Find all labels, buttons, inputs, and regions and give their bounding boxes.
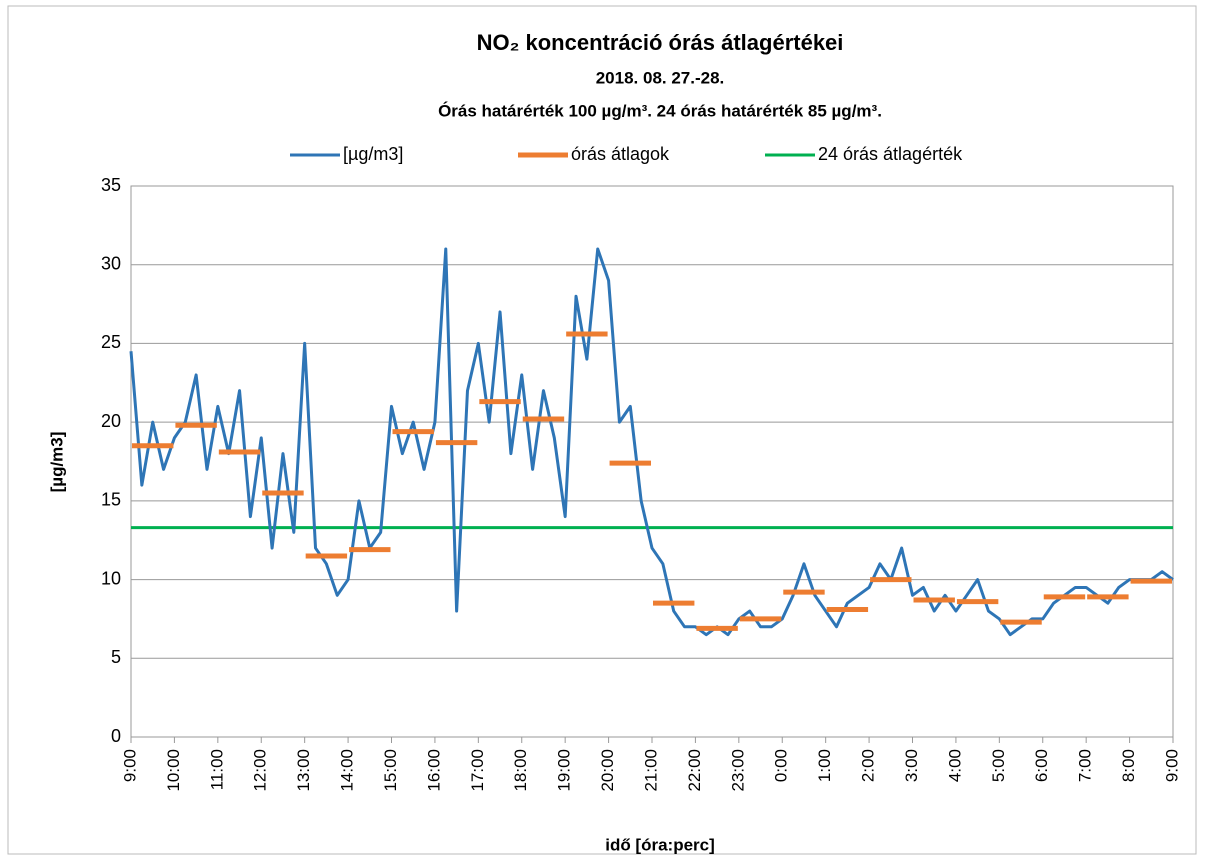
x-tick-label: 18:00 xyxy=(511,749,530,792)
x-tick-label: 8:00 xyxy=(1119,749,1138,782)
x-tick-label: 10:00 xyxy=(164,749,183,792)
y-tick-label: 0 xyxy=(111,726,121,746)
x-tick-label: 19:00 xyxy=(555,749,574,792)
x-tick-label: 15:00 xyxy=(381,749,400,792)
x-tick-label: 5:00 xyxy=(989,749,1008,782)
y-tick-label: 10 xyxy=(101,568,121,588)
legend-label: 24 órás átlagérték xyxy=(818,144,963,164)
y-tick-label: 20 xyxy=(101,411,121,431)
chart-subtitle: Órás határérték 100 µg/m³. 24 órás határ… xyxy=(438,101,882,120)
y-tick-label: 5 xyxy=(111,647,121,667)
x-tick-label: 2:00 xyxy=(859,749,878,782)
x-tick-label: 11:00 xyxy=(207,749,226,790)
x-tick-label: 7:00 xyxy=(1076,749,1095,782)
x-tick-label: 0:00 xyxy=(772,749,791,782)
y-axis-label: [µg/m3] xyxy=(47,432,66,493)
chart-title: NO₂ koncentráció órás átlagértékei xyxy=(477,30,844,55)
y-tick-label: 25 xyxy=(101,332,121,352)
x-tick-label: 17:00 xyxy=(468,749,487,792)
x-axis-label: idő [óra:perc] xyxy=(605,835,715,854)
x-tick-label: 9:00 xyxy=(1162,749,1181,782)
x-tick-label: 9:00 xyxy=(120,749,139,782)
x-tick-label: 12:00 xyxy=(251,749,270,792)
x-tick-label: 1:00 xyxy=(815,749,834,782)
x-tick-label: 16:00 xyxy=(424,749,443,792)
y-tick-label: 30 xyxy=(101,253,121,273)
x-tick-label: 23:00 xyxy=(728,749,747,792)
chart-frame xyxy=(7,5,1197,855)
x-tick-label: 3:00 xyxy=(902,749,921,782)
legend-label: [µg/m3] xyxy=(343,144,403,164)
chart-subtitle: 2018. 08. 27.-28. xyxy=(596,68,725,87)
x-tick-label: 22:00 xyxy=(685,749,704,792)
x-tick-label: 6:00 xyxy=(1032,749,1051,782)
x-tick-label: 4:00 xyxy=(945,749,964,782)
y-tick-label: 15 xyxy=(101,490,121,510)
x-tick-label: 20:00 xyxy=(598,749,617,792)
data-line xyxy=(129,247,1174,637)
legend-label: órás átlagok xyxy=(571,144,670,164)
x-tick-label: 21:00 xyxy=(641,749,660,792)
y-tick-label: 35 xyxy=(101,175,121,195)
x-tick-label: 13:00 xyxy=(294,749,313,792)
x-tick-label: 14:00 xyxy=(338,749,357,792)
